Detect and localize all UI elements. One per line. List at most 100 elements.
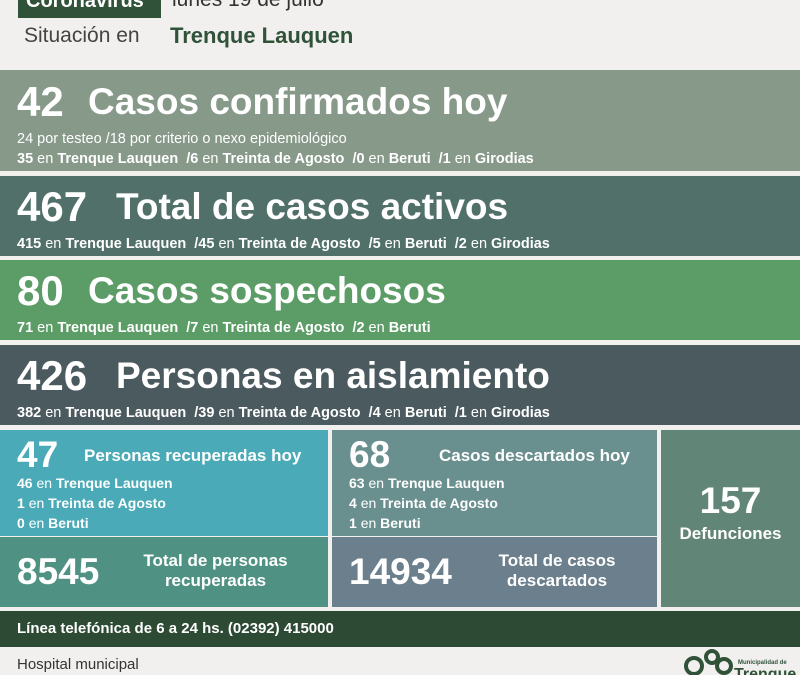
place: Trenque Lauquen (57, 151, 179, 167)
aislamiento-number: 426 (17, 352, 88, 399)
descartados-box: 68 Casos descartados hoy 63 en Trenque L… (332, 430, 657, 536)
activos-band: 467 Total de casos activos 415 en Trenqu… (0, 176, 800, 256)
place: Girodias (491, 236, 550, 252)
count: 35 (17, 151, 34, 167)
en-label: en (454, 151, 471, 167)
en-label: en (218, 405, 235, 421)
en-label: en (37, 151, 54, 167)
recuperados-title: Personas recuperadas hoy (84, 446, 302, 465)
en-label: en (202, 151, 219, 167)
place: Beruti (388, 151, 431, 167)
recuperados-total-label: Total de personas recuperadas (128, 551, 303, 591)
count: 71 (17, 320, 34, 336)
en-label: en (28, 495, 45, 511)
count: 415 (17, 236, 42, 252)
en-label: en (45, 236, 62, 252)
logo-big-text: Trenque (734, 666, 797, 675)
count: /2 (352, 320, 365, 336)
en-label: en (368, 320, 385, 336)
place: Girodias (474, 151, 534, 167)
en-label: en (384, 236, 401, 252)
activos-number: 467 (17, 183, 88, 230)
confirmados-band: 42 Casos confirmados hoy 24 por testeo /… (0, 70, 800, 171)
place: Treinta de Agosto (238, 236, 361, 252)
place: Treinta de Agosto (222, 320, 345, 336)
place: Beruti (48, 515, 89, 531)
activos-line: 415 en Trenque Lauquen /45 en Treinta de … (17, 236, 550, 252)
place: Treinta de Agosto (238, 405, 361, 421)
place: Trenque Lauquen (57, 320, 179, 336)
hospital-label: Hospital municipal (17, 656, 139, 673)
municipal-logo-icon (684, 649, 733, 675)
en-label: en (384, 405, 401, 421)
count: 382 (17, 405, 42, 421)
en-label: en (368, 151, 385, 167)
header-date: lunes 19 de julio (172, 0, 324, 12)
en-label: en (470, 236, 488, 252)
confirmados-line1: 24 por testeo /18 por criterio o nexo ep… (17, 131, 347, 147)
count: /2 (454, 236, 467, 252)
recuperados-total-number: 8545 (17, 551, 100, 592)
situacion-label: Situación en (24, 24, 140, 47)
descartados-item: 63 en Trenque Lauquen (349, 475, 505, 491)
en-label: en (360, 515, 377, 531)
place: Treinta de Agosto (222, 151, 345, 167)
en-label: en (368, 475, 385, 491)
sospechosos-line: 71 en Trenque Lauquen /7 en Treinta de Ag… (17, 320, 431, 336)
recuperados-box: 47 Personas recuperadas hoy 46 en Trenqu… (0, 430, 328, 536)
descartados-title: Casos descartados hoy (439, 446, 630, 465)
count: /1 (438, 151, 451, 167)
aislamiento-title: Personas en aislamiento (116, 355, 550, 396)
descartados-number: 68 (349, 434, 391, 475)
place: Trenque Lauquen (387, 475, 505, 491)
count: /1 (454, 405, 467, 421)
aislamiento-line: 382 en Trenque Lauquen /39 en Treinta de … (17, 405, 550, 421)
en-label: en (470, 405, 488, 421)
city-name: Trenque Lauquen (170, 23, 354, 48)
confirmados-number: 42 (17, 78, 64, 125)
header-badge: Coronavirus (18, 0, 161, 18)
total-label-line: Total de casos (498, 551, 616, 570)
sospechosos-band: 80 Casos sospechosos 71 en Trenque Lauqu… (0, 260, 800, 340)
recuperados-number: 47 (17, 434, 59, 475)
total-label-line: descartados (506, 571, 608, 590)
count: /39 (194, 405, 215, 421)
count: 46 (17, 475, 33, 491)
count: 1 (17, 495, 25, 511)
place: Beruti (404, 405, 447, 421)
confirmados-line2: 35 en Trenque Lauquen /6 en Treinta de Ag… (17, 151, 534, 167)
sospechosos-number: 80 (17, 267, 64, 314)
place: Trenque Lauquen (65, 236, 187, 252)
descartados-item: 4 en Treinta de Agosto (349, 495, 498, 511)
defunciones-box: 157 Defunciones (661, 430, 800, 607)
place: Girodias (491, 405, 550, 421)
logo-small-text: Municipalidad de (738, 660, 787, 666)
activos-title: Total de casos activos (116, 186, 509, 227)
en-label: en (45, 405, 62, 421)
descartados-item: 1 en Beruti (349, 515, 421, 531)
count: /4 (368, 405, 381, 421)
place: Beruti (380, 515, 421, 531)
en-label: en (360, 495, 377, 511)
defunciones-number: 157 (699, 480, 762, 521)
count: /5 (368, 236, 381, 252)
confirmados-title: Casos confirmados hoy (88, 81, 508, 122)
count: /45 (194, 236, 215, 252)
count: /0 (352, 151, 365, 167)
en-label: en (202, 320, 219, 336)
place: Treinta de Agosto (48, 495, 166, 511)
count: /7 (186, 320, 199, 336)
recuperados-total-box: 8545 Total de personas recuperadas (0, 537, 328, 607)
en-label: en (37, 320, 54, 336)
recuperados-item: 46 en Trenque Lauquen (17, 475, 173, 491)
count: 4 (349, 495, 357, 511)
telefono-band: Línea telefónica de 6 a 24 hs. (02392) 4… (0, 611, 800, 647)
en-label: en (218, 236, 235, 252)
place: Beruti (404, 236, 447, 252)
total-label-line: recuperadas (164, 571, 267, 590)
aislamiento-band: 426 Personas en aislamiento 382 en Trenq… (0, 345, 800, 425)
count: 63 (349, 475, 365, 491)
recuperados-item: 1 en Treinta de Agosto (17, 495, 166, 511)
count: 1 (349, 515, 357, 531)
recuperados-item: 0 en Beruti (17, 515, 89, 531)
